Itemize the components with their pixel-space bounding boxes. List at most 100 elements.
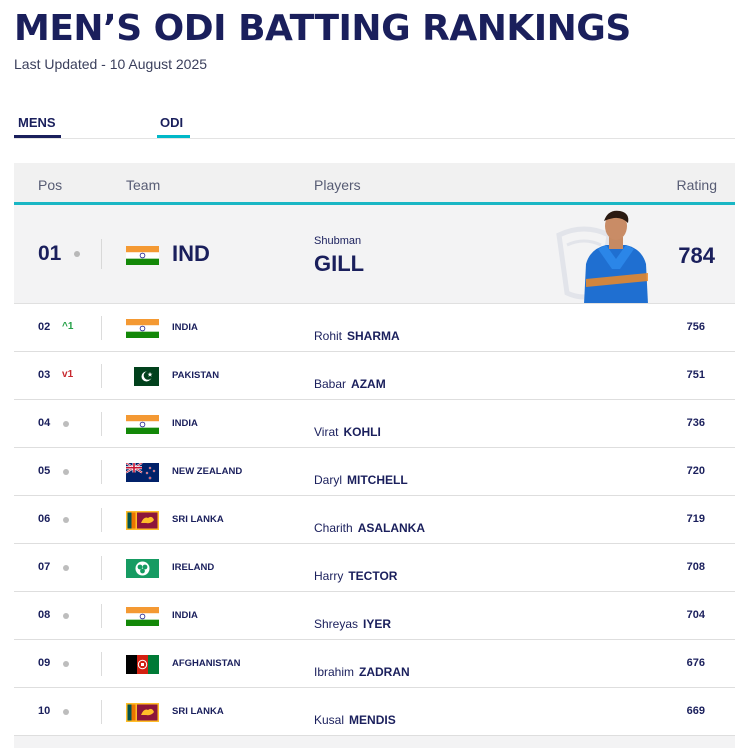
top-ranked-row[interactable]: 01 IND Shubman GILL 784 bbox=[14, 205, 735, 304]
team-name: PAKISTAN bbox=[172, 370, 220, 381]
player-name[interactable]: Kusal MENDIS bbox=[314, 713, 396, 727]
divider bbox=[101, 239, 102, 269]
team-name: IRELAND bbox=[172, 562, 215, 573]
no-change-indicator bbox=[74, 251, 80, 257]
player-rating: 736 bbox=[686, 417, 705, 429]
player-first-name: Babar bbox=[314, 377, 347, 391]
rank-position: 08 bbox=[38, 609, 51, 621]
no-change-indicator bbox=[63, 469, 69, 475]
rank-position: 02 bbox=[38, 321, 51, 333]
tab-mens[interactable]: MENS bbox=[14, 115, 61, 138]
team-name: INDIA bbox=[172, 322, 198, 333]
table-row-next bbox=[14, 736, 735, 748]
team-name: SRI LANKA bbox=[172, 514, 224, 525]
rank-up-indicator: ^1 bbox=[62, 321, 73, 332]
player-rating: 704 bbox=[686, 609, 705, 621]
player-first-name: Kusal bbox=[314, 713, 345, 727]
table-row[interactable]: 02 ^1 INDIA Rohit SHARMA 756 bbox=[14, 304, 735, 352]
player-rating: 784 bbox=[678, 243, 715, 268]
header-team: Team bbox=[126, 177, 161, 193]
player-name[interactable]: Rohit SHARMA bbox=[314, 329, 400, 343]
player-rating: 708 bbox=[686, 561, 705, 573]
movement-value: 1 bbox=[67, 321, 74, 332]
movement-value: 1 bbox=[67, 369, 74, 380]
player-name[interactable]: Virat KOHLI bbox=[314, 425, 381, 439]
new-zealand-flag-icon bbox=[126, 463, 159, 482]
rank-position: 05 bbox=[38, 465, 51, 477]
team-name: AFGHANISTAN bbox=[172, 658, 241, 669]
player-first-name: Shubman bbox=[314, 235, 362, 247]
player-last-name: AZAM bbox=[351, 377, 386, 391]
player-rating: 751 bbox=[686, 369, 705, 381]
table-row[interactable]: 09 AFGHANISTAN Ibrahim ZADRAN 676 bbox=[14, 640, 735, 688]
player-first-name: Rohit bbox=[314, 329, 343, 343]
table-header: Pos Team Players Rating bbox=[14, 163, 735, 205]
team-name: INDIA bbox=[172, 418, 198, 429]
india-flag-icon bbox=[126, 607, 159, 626]
no-change-indicator bbox=[63, 661, 69, 667]
player-last-name: ZADRAN bbox=[359, 665, 410, 679]
divider bbox=[101, 316, 102, 340]
table-row[interactable]: 10 SRI LANKA Kusal MENDIS 669 bbox=[14, 688, 735, 736]
player-name[interactable]: Ibrahim ZADRAN bbox=[314, 665, 410, 679]
divider bbox=[101, 460, 102, 484]
team-code: IND bbox=[172, 241, 210, 266]
player-last-name: MENDIS bbox=[349, 713, 396, 727]
rank-position: 01 bbox=[38, 242, 62, 265]
player-first-name: Harry bbox=[314, 569, 344, 583]
player-photo bbox=[584, 210, 648, 303]
player-first-name: Charith bbox=[314, 521, 353, 535]
player-last-name[interactable]: GILL bbox=[314, 251, 365, 276]
team-name: SRI LANKA bbox=[172, 706, 224, 717]
player-name[interactable]: Shreyas IYER bbox=[314, 617, 391, 631]
table-row[interactable]: 08 INDIA Shreyas IYER 704 bbox=[14, 592, 735, 640]
no-change-indicator bbox=[63, 565, 69, 571]
player-name[interactable]: Harry TECTOR bbox=[314, 569, 397, 583]
afghanistan-flag-icon bbox=[126, 655, 159, 674]
no-change-indicator bbox=[63, 517, 69, 523]
divider bbox=[101, 604, 102, 628]
last-updated: Last Updated - 10 August 2025 bbox=[14, 56, 208, 72]
divider bbox=[101, 508, 102, 532]
table-row[interactable]: 05 NEW ZEALAND Daryl MITCHELL 720 bbox=[14, 448, 735, 496]
tab-odi[interactable]: ODI bbox=[157, 115, 190, 138]
table-row[interactable]: 07 IRELAND Harry TECTOR 708 bbox=[14, 544, 735, 592]
divider bbox=[101, 556, 102, 580]
player-last-name: TECTOR bbox=[348, 569, 398, 583]
player-name[interactable]: Charith ASALANKA bbox=[314, 521, 425, 535]
pakistan-flag-icon bbox=[126, 367, 159, 386]
ireland-flag-icon bbox=[126, 559, 159, 578]
header-pos: Pos bbox=[38, 177, 63, 193]
player-rating: 676 bbox=[686, 657, 705, 669]
rank-down-indicator: v1 bbox=[62, 369, 73, 380]
team-name: NEW ZEALAND bbox=[172, 466, 243, 477]
tab-bar: MENS ODI bbox=[14, 108, 735, 139]
table-row[interactable]: 04 INDIA Virat KOHLI 736 bbox=[14, 400, 735, 448]
player-last-name: ASALANKA bbox=[357, 521, 426, 535]
rank-position: 04 bbox=[38, 417, 51, 429]
player-name[interactable]: Daryl MITCHELL bbox=[314, 473, 408, 487]
no-change-indicator bbox=[63, 613, 69, 619]
player-first-name: Ibrahim bbox=[314, 665, 355, 679]
player-last-name: KOHLI bbox=[343, 425, 381, 439]
player-first-name: Virat bbox=[314, 425, 339, 439]
player-first-name: Daryl bbox=[314, 473, 343, 487]
divider bbox=[101, 700, 102, 724]
player-name[interactable]: Babar AZAM bbox=[314, 377, 386, 391]
table-row[interactable]: 06 SRI LANKA Charith ASALANKA 719 bbox=[14, 496, 735, 544]
table-row[interactable]: 03 v1 PAKISTAN Babar AZAM 751 bbox=[14, 352, 735, 400]
player-first-name: Shreyas bbox=[314, 617, 359, 631]
rank-down-arrow-icon: v bbox=[62, 369, 68, 380]
india-flag-icon bbox=[126, 246, 159, 265]
rank-position: 07 bbox=[38, 561, 51, 573]
player-last-name: IYER bbox=[363, 617, 392, 631]
divider bbox=[101, 364, 102, 388]
sri-lanka-flag-icon bbox=[126, 703, 159, 722]
rank-position: 09 bbox=[38, 657, 51, 669]
player-rating: 669 bbox=[686, 705, 705, 717]
india-flag-icon bbox=[126, 415, 159, 434]
rank-position: 10 bbox=[38, 705, 51, 717]
page-title: MEN’S ODI BATTING RANKINGS bbox=[14, 8, 631, 49]
team-name: INDIA bbox=[172, 610, 198, 621]
player-last-name: SHARMA bbox=[347, 329, 400, 343]
